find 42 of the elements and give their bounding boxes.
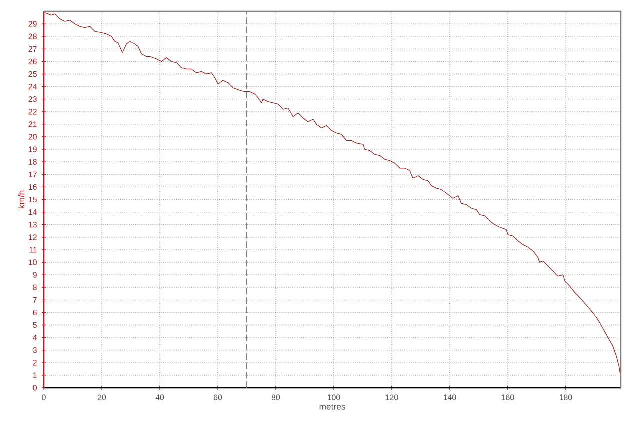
y-tick-label: 9 <box>33 272 37 278</box>
y-tick-label: 0 <box>33 385 37 391</box>
y-tick-label: 2 <box>33 360 37 366</box>
x-tick-label: 100 <box>328 394 340 400</box>
x-tick-label: 60 <box>214 394 222 400</box>
x-tick-label: 180 <box>560 394 572 400</box>
y-tick-label: 19 <box>29 146 37 152</box>
y-tick-label: 13 <box>29 222 37 228</box>
x-tick-label: 20 <box>98 394 106 400</box>
y-tick-label: 16 <box>29 184 37 190</box>
y-tick-label: 27 <box>28 46 37 52</box>
y-tick-label: 29 <box>28 21 37 27</box>
y-tick-label: 8 <box>33 284 37 290</box>
y-tick-label: 5 <box>33 322 37 328</box>
x-tick-label: 0 <box>42 394 46 400</box>
y-tick-label: 12 <box>29 234 37 240</box>
y-tick-label: 17 <box>29 172 37 178</box>
y-tick-label: 4 <box>33 335 38 341</box>
y-tick-label: 15 <box>29 196 37 203</box>
y-tick-label: 3 <box>33 348 37 354</box>
y-tick-label: 6 <box>33 310 37 316</box>
x-tick-label: 120 <box>386 394 398 400</box>
y-tick-label: 7 <box>33 297 37 303</box>
y-tick-label: 23 <box>28 96 37 102</box>
y-tick-label: 28 <box>28 34 37 40</box>
x-axis-title: metres <box>320 404 346 410</box>
x-tick-label: 80 <box>272 394 280 400</box>
y-tick-label: 14 <box>29 210 38 216</box>
y-tick-label: 11 <box>30 247 37 253</box>
y-tick-label: 22 <box>28 109 37 115</box>
y-tick-label: 20 <box>28 134 37 140</box>
y-tick-label: 21 <box>28 122 37 128</box>
y-tick-label: 18 <box>29 159 37 165</box>
x-tick-label: 160 <box>502 394 514 400</box>
y-axis-title: km/h <box>18 190 25 209</box>
x-tick-label: 40 <box>156 394 164 400</box>
y-tick-label: 1 <box>33 372 37 378</box>
y-tick-label: 10 <box>29 260 37 266</box>
y-tick-label: 26 <box>28 58 37 65</box>
x-tick-label: 140 <box>444 394 456 400</box>
y-tick-label: 25 <box>28 71 37 78</box>
y-tick-label: 24 <box>28 84 38 90</box>
